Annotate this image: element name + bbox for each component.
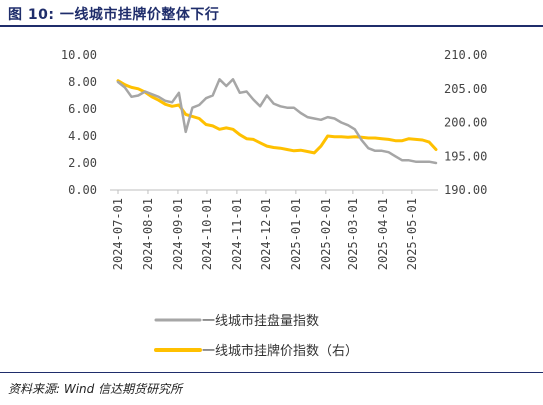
series-line-left <box>116 78 438 165</box>
series-layer <box>116 78 438 165</box>
right-tick-label: 205.00 <box>444 82 487 96</box>
x-tick-label: 2024-09-01 <box>171 198 185 270</box>
left-tick-label: 0.00 <box>68 183 97 197</box>
left-tick-label: 4.00 <box>68 129 97 143</box>
x-tick-label: 2025-05-01 <box>405 198 419 270</box>
left-tick-label: 6.00 <box>68 102 97 116</box>
x-tick-label: 2024-07-01 <box>111 198 125 270</box>
figure-title: 图 10: 一线城市挂牌价整体下行 <box>8 7 220 23</box>
x-tick-label: 2024-10-01 <box>200 198 214 270</box>
x-tick-label: 2024-11-01 <box>230 198 244 270</box>
series-line-right <box>116 79 438 155</box>
right-axis-ticks: 190.00 195.00 200.00 205.00 210.00 <box>444 48 487 197</box>
source-note: 资料来源: Wind 信达期货研究所 <box>8 382 183 396</box>
left-tick-label: 10.00 <box>61 48 97 62</box>
title-rule <box>0 25 543 27</box>
legend-label: 一线城市挂盘量指数 <box>202 313 319 329</box>
source-rule <box>0 372 543 373</box>
x-tick-label: 2025-02-01 <box>319 198 333 270</box>
right-tick-label: 195.00 <box>444 149 487 163</box>
left-tick-label: 2.00 <box>68 156 97 170</box>
left-axis-ticks: 0.00 2.00 4.00 6.00 8.00 10.00 <box>61 48 97 197</box>
x-tick-label: 2025-04-01 <box>376 198 390 270</box>
x-axis-ticks: 2024-07-01 2024-08-01 2024-09-01 2024-10-01… <box>111 190 419 270</box>
left-tick-label: 8.00 <box>68 75 97 89</box>
x-tick-label: 2024-08-01 <box>141 198 155 270</box>
x-tick-label: 2024-12-01 <box>259 198 273 270</box>
right-tick-label: 200.00 <box>444 116 487 130</box>
right-tick-label: 190.00 <box>444 183 487 197</box>
x-tick-label: 2025-01-01 <box>289 198 303 270</box>
legend-label: 一线城市挂牌价指数（右） <box>202 343 358 359</box>
right-tick-label: 210.00 <box>444 48 487 62</box>
x-tick-label: 2025-03-01 <box>346 198 360 270</box>
line-chart: 0.00 2.00 4.00 6.00 8.00 10.00 190.00 195.00 20… <box>61 48 487 359</box>
